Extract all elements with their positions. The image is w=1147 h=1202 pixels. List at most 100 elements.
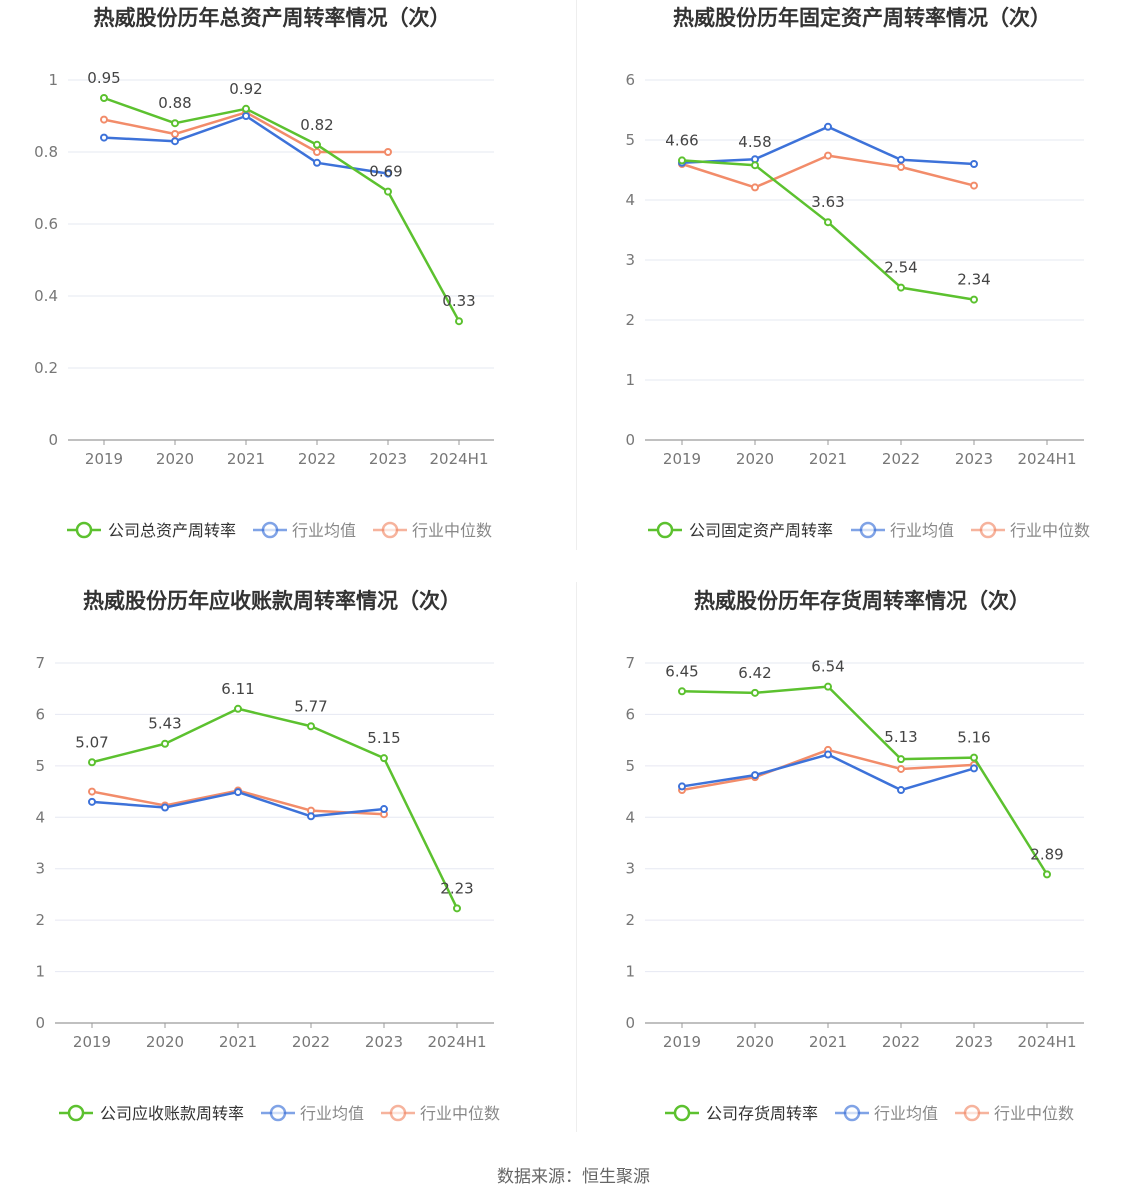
legend-marker-icon bbox=[67, 1104, 85, 1122]
y-tick-label: 0.4 bbox=[34, 287, 58, 305]
legend-label: 行业中位数 bbox=[420, 1104, 500, 1123]
data-point-industry_median bbox=[897, 163, 905, 171]
x-tick-label: 2019 bbox=[663, 450, 701, 468]
legend-item-industry_median: 行业中位数 bbox=[381, 1104, 500, 1123]
data-point-industry_avg bbox=[751, 771, 759, 780]
legend-marker-icon bbox=[261, 521, 279, 539]
series-line-industry_avg bbox=[681, 753, 975, 792]
data-point-industry_median bbox=[751, 183, 759, 192]
x-tick-label: 2023 bbox=[365, 1033, 403, 1051]
data-point-company bbox=[751, 688, 759, 697]
legend-label: 公司固定资产周转率 bbox=[689, 521, 833, 540]
legend-marker-icon bbox=[843, 1104, 861, 1122]
data-point-company bbox=[380, 754, 388, 763]
legend-item-company: 公司总资产周转率 bbox=[67, 521, 236, 540]
y-tick-label: 0 bbox=[625, 431, 635, 449]
data-point-industry_median bbox=[824, 151, 832, 160]
series-line-company bbox=[681, 159, 975, 301]
y-tick-label: 5 bbox=[35, 757, 45, 775]
y-tick-label: 5 bbox=[625, 757, 635, 775]
data-point-company bbox=[384, 187, 392, 196]
y-tick-label: 2 bbox=[625, 311, 635, 329]
legend-marker-icon bbox=[656, 521, 674, 539]
y-tick-label: 2 bbox=[625, 911, 635, 929]
y-tick-label: 1 bbox=[35, 963, 45, 981]
data-point-company bbox=[824, 682, 832, 691]
x-tick-label: 2024H1 bbox=[428, 1033, 487, 1051]
data-point-industry_median bbox=[100, 115, 108, 124]
x-tick-label: 2020 bbox=[156, 450, 194, 468]
legend-marker-icon bbox=[673, 1104, 691, 1122]
data-label: 0.69 bbox=[369, 163, 402, 181]
x-tick-label: 2020 bbox=[736, 450, 774, 468]
data-point-industry_median bbox=[970, 181, 978, 190]
data-label: 5.16 bbox=[957, 729, 990, 747]
legend-label: 行业均值 bbox=[890, 521, 954, 540]
data-point-company bbox=[307, 722, 315, 731]
legend-item-industry_median: 行业中位数 bbox=[971, 521, 1090, 540]
data-point-company bbox=[171, 119, 179, 128]
data-point-company bbox=[313, 140, 321, 149]
y-tick-label: 6 bbox=[35, 705, 45, 723]
data-label: 0.88 bbox=[158, 94, 191, 112]
data-point-company bbox=[824, 218, 832, 227]
legend-marker-icon bbox=[979, 521, 997, 539]
x-tick-label: 2024H1 bbox=[1018, 1033, 1077, 1051]
data-source-note: 数据来源：恒生聚源 bbox=[497, 1167, 650, 1187]
data-point-industry_avg bbox=[171, 137, 179, 146]
legend-marker-icon bbox=[381, 521, 399, 539]
series-line-company bbox=[103, 96, 461, 322]
chart-title: 热威股份历年应收账款周转率情况（次） bbox=[83, 589, 461, 613]
x-tick-label: 2022 bbox=[298, 450, 336, 468]
y-tick-label: 3 bbox=[625, 251, 635, 269]
y-tick-label: 0 bbox=[625, 1014, 635, 1032]
data-point-industry_avg bbox=[824, 750, 832, 759]
y-tick-label: 5 bbox=[625, 131, 635, 149]
legend-item-company: 公司固定资产周转率 bbox=[648, 521, 833, 540]
data-point-industry_avg bbox=[307, 812, 315, 821]
y-tick-label: 6 bbox=[625, 71, 635, 89]
data-point-company bbox=[970, 753, 978, 762]
x-tick-label: 2020 bbox=[146, 1033, 184, 1051]
vertical-divider-bottom bbox=[576, 582, 577, 1132]
y-tick-label: 7 bbox=[35, 654, 45, 672]
data-point-industry_avg bbox=[970, 160, 978, 168]
data-label: 6.11 bbox=[221, 680, 254, 698]
data-point-industry_median bbox=[88, 787, 96, 796]
series-line-company bbox=[91, 707, 459, 909]
chart-title: 热威股份历年总资产周转率情况（次） bbox=[94, 6, 451, 30]
legend-marker-icon bbox=[389, 1104, 407, 1122]
legend-item-industry_avg: 行业均值 bbox=[851, 521, 954, 540]
chart-title: 热威股份历年存货周转率情况（次） bbox=[694, 589, 1030, 613]
data-point-company bbox=[88, 758, 96, 767]
data-point-company bbox=[678, 687, 686, 696]
x-tick-label: 2024H1 bbox=[1018, 450, 1077, 468]
data-label: 6.54 bbox=[811, 658, 844, 676]
chart-panel-3: 热威股份历年应收账款周转率情况（次） 0 1 2 3 4 5 6 7 2019 2020 2021 20… bbox=[35, 589, 500, 1123]
data-label: 3.63 bbox=[811, 193, 844, 211]
data-label: 5.15 bbox=[367, 729, 400, 747]
legend-marker-icon bbox=[859, 521, 877, 539]
data-point-industry_avg bbox=[313, 158, 321, 167]
data-label: 4.66 bbox=[665, 131, 698, 149]
data-label: 6.42 bbox=[738, 664, 771, 682]
data-point-company bbox=[242, 104, 250, 113]
legend-label: 公司存货周转率 bbox=[706, 1104, 818, 1123]
legend-item-industry_avg: 行业均值 bbox=[261, 1104, 364, 1123]
legend-label: 行业中位数 bbox=[412, 521, 492, 540]
data-label: 5.07 bbox=[75, 733, 108, 751]
x-tick-label: 2021 bbox=[227, 450, 265, 468]
x-tick-label: 2022 bbox=[292, 1033, 330, 1051]
data-label: 4.58 bbox=[738, 133, 771, 151]
data-label: 2.23 bbox=[440, 879, 473, 897]
x-tick-label: 2019 bbox=[85, 450, 123, 468]
data-label: 5.13 bbox=[884, 728, 917, 746]
data-point-industry_median bbox=[313, 148, 321, 156]
x-tick-label: 2019 bbox=[663, 1033, 701, 1051]
x-tick-label: 2023 bbox=[369, 450, 407, 468]
data-point-company bbox=[455, 317, 463, 326]
legend-marker-icon bbox=[963, 1104, 981, 1122]
data-point-industry_avg bbox=[897, 786, 905, 795]
data-label: 2.34 bbox=[957, 271, 990, 289]
